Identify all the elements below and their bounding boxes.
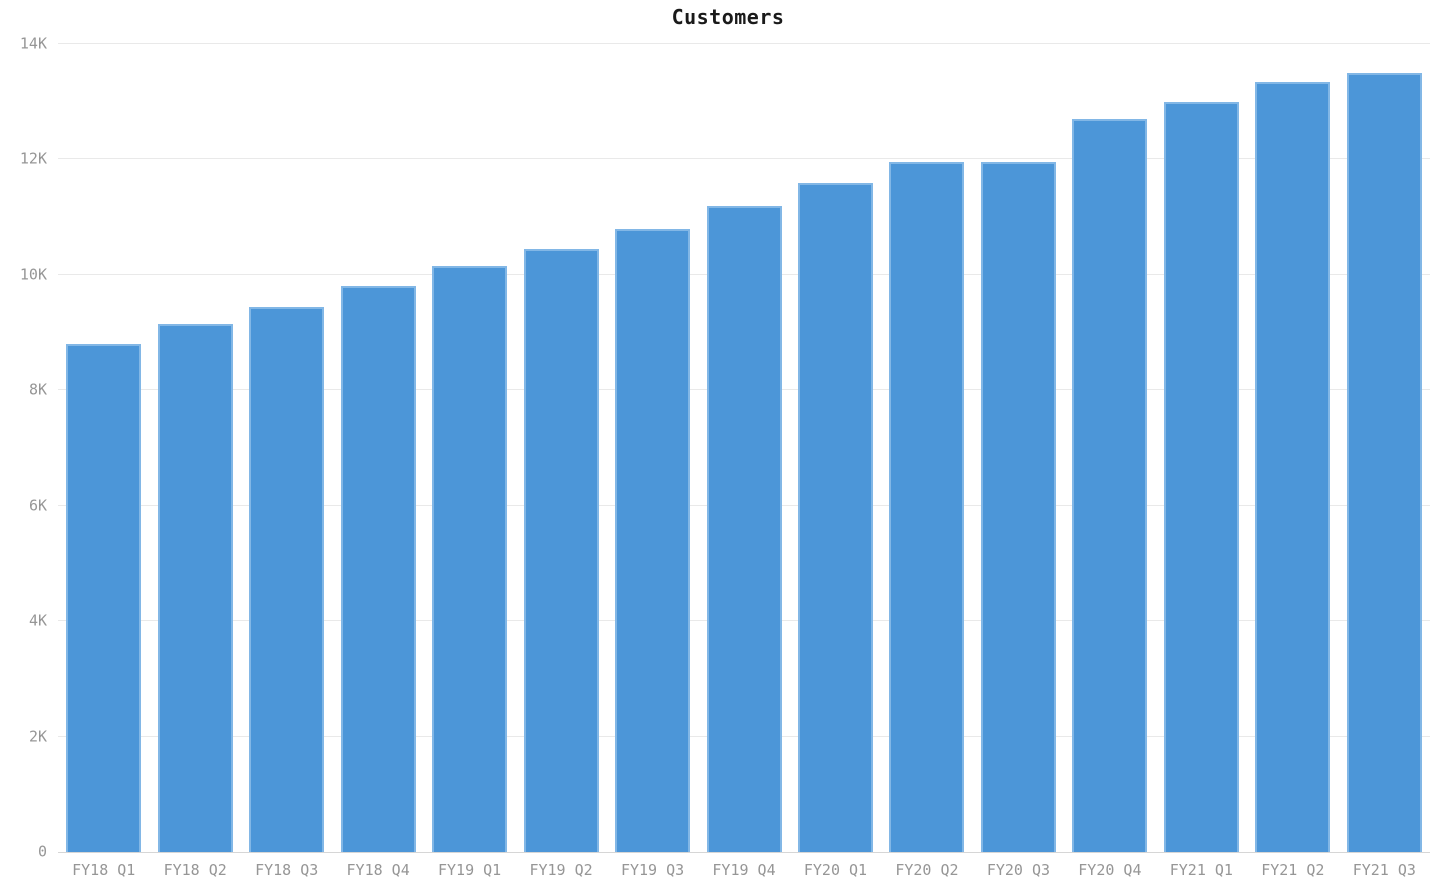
bar[interactable] <box>1072 119 1148 852</box>
bar-band <box>332 44 423 852</box>
bar[interactable] <box>340 286 416 852</box>
x-axis-label: FY19 Q2 <box>529 861 593 879</box>
gridline <box>58 43 1430 44</box>
gridline <box>58 158 1430 160</box>
bar-series <box>58 44 1430 852</box>
bar-band <box>515 44 606 852</box>
bar-band <box>881 44 972 852</box>
bar-band <box>1339 44 1430 852</box>
chart-title: Customers <box>671 5 785 29</box>
y-axis-label: 0 <box>37 842 47 861</box>
x-axis-label: FY19 Q1 <box>438 861 502 879</box>
x-axis-label: FY20 Q3 <box>986 861 1051 879</box>
bar[interactable] <box>432 266 508 852</box>
y-axis-label: 2K <box>28 727 47 746</box>
x-axis-label: FY21 Q3 <box>1352 861 1416 879</box>
bar-band <box>241 44 332 852</box>
y-axis-label: 6K <box>28 496 47 515</box>
bar-band <box>607 44 698 852</box>
x-axis-label: FY20 Q4 <box>1078 861 1142 879</box>
y-axis-label: 8K <box>28 380 47 399</box>
x-axis-label: FY21 Q2 <box>1261 861 1325 879</box>
bar[interactable] <box>797 182 873 852</box>
bar[interactable] <box>980 162 1056 852</box>
y-axis-label: 12K <box>19 149 47 168</box>
bar[interactable] <box>1255 81 1331 852</box>
y-axis-label: 10K <box>19 265 47 284</box>
x-axis-label: FY18 Q4 <box>346 861 410 879</box>
x-axis-label: FY19 Q3 <box>620 861 685 879</box>
bar[interactable] <box>889 162 965 852</box>
plot-area <box>58 43 1430 853</box>
bar[interactable] <box>1163 101 1239 852</box>
bar-band <box>149 44 240 852</box>
bar-band <box>790 44 881 852</box>
x-axis: FY18 Q1 FY18 Q2 FY18 Q3 FY18 Q4 FY19 Q1 FY19 … <box>58 860 1430 890</box>
bar[interactable] <box>615 228 691 852</box>
bar[interactable] <box>66 344 142 852</box>
bar-band <box>58 44 149 852</box>
bar[interactable] <box>706 205 782 852</box>
bar[interactable] <box>1346 72 1422 852</box>
bar-band <box>1156 44 1247 852</box>
bar[interactable] <box>157 323 233 852</box>
x-axis-label: FY20 Q1 <box>803 861 868 879</box>
x-axis-label: FY18 Q2 <box>163 861 227 879</box>
y-axis: 0 2K 4K 6K 8K 10K 12K 14K <box>0 36 47 859</box>
y-axis-label: 4K <box>28 611 47 630</box>
bar-band <box>698 44 789 852</box>
x-axis-label: FY20 Q2 <box>895 861 959 879</box>
bar-band <box>973 44 1064 852</box>
bar[interactable] <box>523 248 599 852</box>
x-axis-label: FY18 Q1 <box>72 861 136 879</box>
x-axis-label: FY21 Q1 <box>1169 861 1233 879</box>
y-axis-label: 14K <box>19 34 47 53</box>
bar-band <box>1064 44 1155 852</box>
bar[interactable] <box>249 306 325 852</box>
bar-band <box>1247 44 1338 852</box>
x-axis-label: FY19 Q4 <box>712 861 776 879</box>
bar-band <box>424 44 515 852</box>
x-axis-label: FY18 Q3 <box>255 861 319 879</box>
